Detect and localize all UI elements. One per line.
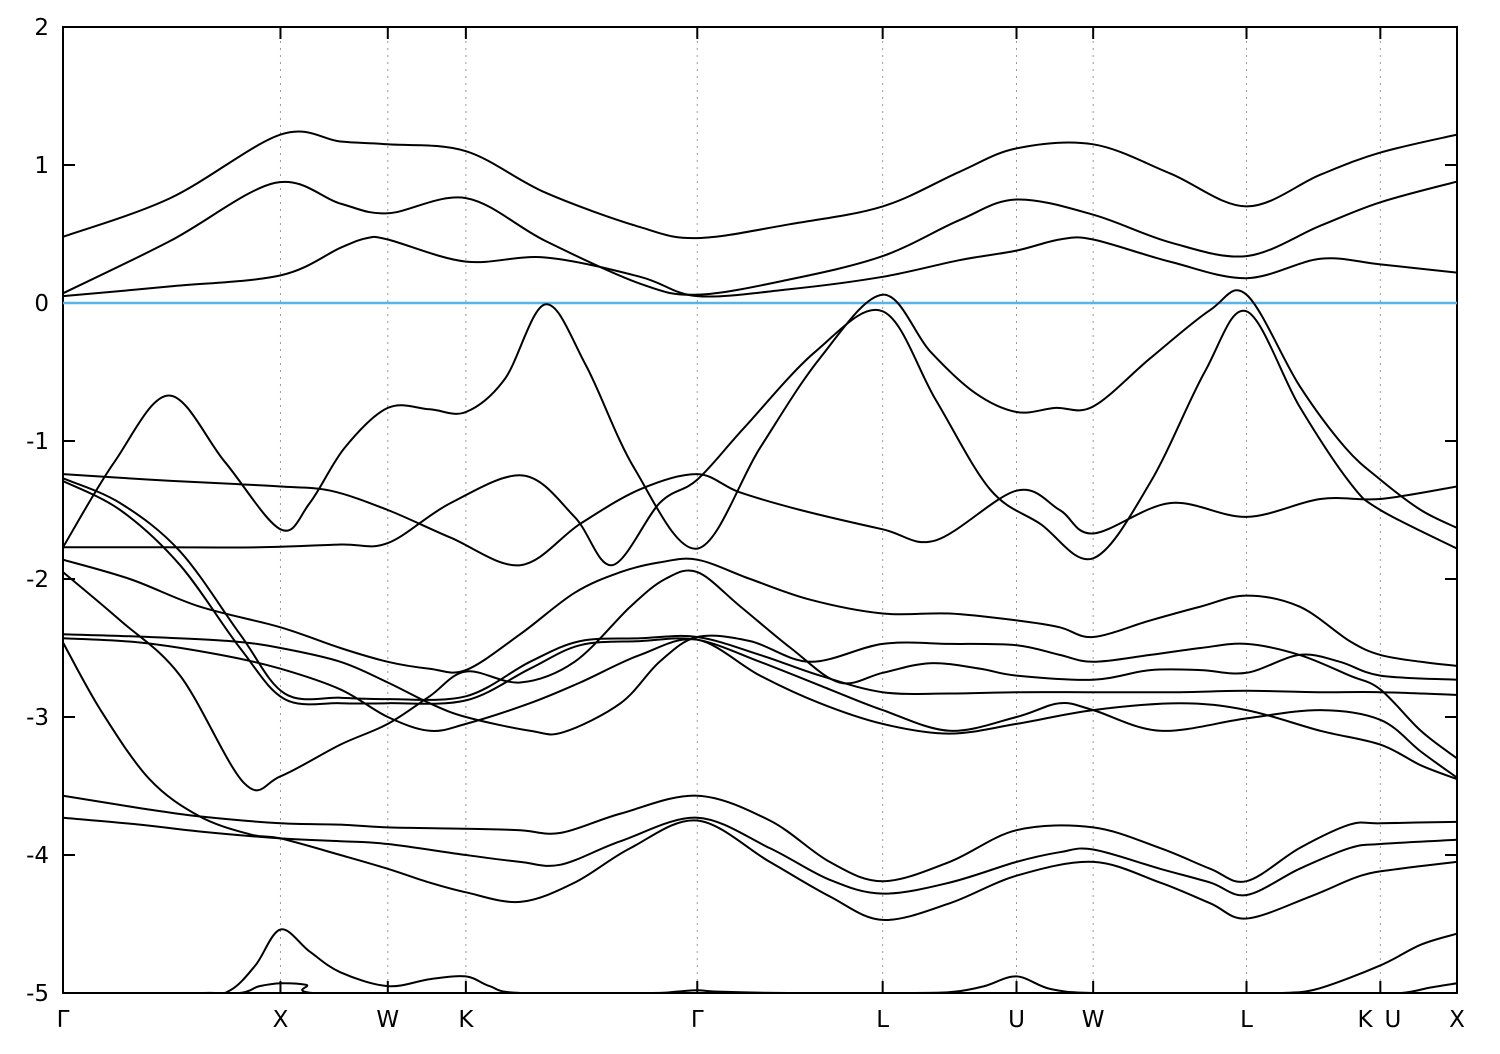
plot-border <box>62 26 1458 994</box>
band-curve-valence-6 <box>63 557 1457 674</box>
band-curve-conduction-1 <box>63 130 1457 240</box>
band-curve-valence-7 <box>63 569 1457 792</box>
band-curve-valence-13 <box>63 928 1457 993</box>
band-curve-conduction-2 <box>63 180 1457 296</box>
k-point-label: L <box>876 1007 889 1033</box>
k-point-label: U <box>1384 1007 1401 1033</box>
band-curve-valence-2 <box>63 308 1457 567</box>
k-point-label: W <box>1082 1007 1105 1033</box>
y-tick-label: 2 <box>34 15 49 41</box>
band-curve-valence-5 <box>63 480 1457 779</box>
band-curve-valence-9 <box>63 637 1457 781</box>
band-curve-valence-3 <box>63 473 1457 567</box>
band-curve-valence-4 <box>63 477 1457 701</box>
y-tick-label: -5 <box>26 981 49 1007</box>
y-tick-label: 0 <box>34 291 49 317</box>
k-point-label: L <box>1240 1007 1253 1033</box>
band-curve-valence-14 <box>229 982 1457 993</box>
band-curve-valence-1 <box>63 289 1457 550</box>
band-curve-conduction-3 <box>63 235 1457 298</box>
k-point-label: Γ <box>57 1007 70 1033</box>
k-point-label: X <box>1449 1007 1465 1033</box>
y-tick-label: 1 <box>34 153 49 179</box>
k-point-label: Γ <box>691 1007 704 1033</box>
band-curve-valence-10 <box>63 794 1457 883</box>
k-point-label: X <box>273 1007 289 1033</box>
k-point-label: W <box>376 1007 399 1033</box>
y-tick-label: -4 <box>26 843 49 869</box>
k-point-label: K <box>1357 1007 1373 1033</box>
k-point-label: K <box>458 1007 474 1033</box>
y-tick-label: -3 <box>26 705 49 731</box>
k-point-label: U <box>1008 1007 1025 1033</box>
band-curve-valence-8 <box>63 633 1457 760</box>
band-curve-valence-12 <box>63 642 1457 921</box>
band-curve-valence-11 <box>63 816 1457 897</box>
y-tick-label: -2 <box>26 567 49 593</box>
band-curves <box>63 130 1457 993</box>
y-tick-label: -1 <box>26 429 49 455</box>
